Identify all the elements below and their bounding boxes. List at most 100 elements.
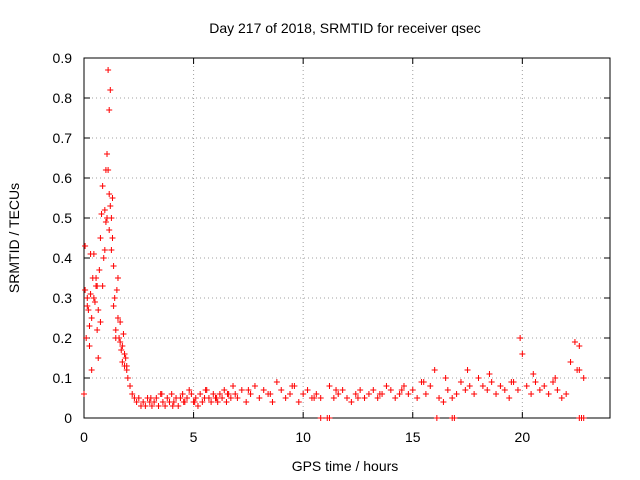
data-point [194, 403, 201, 409]
data-point [571, 339, 578, 345]
data-point [91, 299, 98, 305]
data-point [497, 383, 504, 389]
data-point [449, 395, 456, 401]
data-point [326, 383, 333, 389]
data-point [313, 391, 320, 397]
data-point [104, 215, 111, 221]
data-point [414, 395, 421, 401]
data-point [219, 395, 226, 401]
data-point [230, 383, 237, 389]
data-point [344, 395, 350, 401]
data-point [409, 387, 416, 393]
data-point [488, 379, 495, 385]
data-point [387, 387, 394, 393]
y-tick-label: 0.9 [53, 50, 73, 66]
data-point [471, 391, 478, 397]
data-point [82, 243, 89, 249]
data-point [109, 195, 116, 201]
data-point [528, 391, 535, 397]
data-point [164, 395, 171, 401]
data-point [576, 343, 583, 349]
data-point [221, 387, 228, 393]
data-point [517, 335, 524, 341]
data-point [514, 387, 521, 393]
data-point [213, 395, 220, 401]
y-tick-label: 0.4 [53, 250, 73, 266]
data-point [123, 363, 130, 369]
data-point [243, 399, 250, 405]
data-point [224, 391, 231, 397]
data-point [563, 391, 570, 397]
data-point [269, 399, 276, 405]
data-point [545, 391, 552, 397]
data-point [304, 387, 311, 393]
data-point [400, 383, 407, 389]
plot-frame [83, 57, 611, 419]
data-point [153, 395, 160, 401]
data-point [147, 395, 154, 401]
data-point [110, 263, 117, 269]
x-tick-label: 10 [295, 429, 311, 445]
y-tick-label: 0.2 [53, 330, 73, 346]
data-point [109, 235, 116, 241]
data-point [278, 387, 285, 393]
data-point [124, 375, 131, 381]
data-point [214, 399, 221, 405]
data-point [267, 391, 274, 397]
data-point [102, 219, 109, 225]
data-point [148, 403, 155, 409]
data-point [107, 87, 114, 93]
data-point [184, 395, 191, 401]
data-point [102, 167, 109, 173]
data-point [574, 367, 581, 373]
data-point [396, 391, 403, 397]
y-tick-label: 0.7 [53, 130, 73, 146]
data-point [287, 391, 294, 397]
data-point [192, 395, 199, 401]
y-tick-label: 0 [64, 410, 72, 426]
data-point [354, 395, 361, 401]
data-point [104, 151, 111, 157]
data-point [552, 375, 559, 381]
data-point [444, 387, 451, 393]
data-points [81, 67, 587, 421]
data-point [554, 387, 561, 393]
data-point [86, 323, 93, 329]
data-point [208, 399, 215, 405]
data-point [282, 395, 289, 401]
data-point [180, 399, 187, 405]
data-point [191, 399, 198, 405]
data-point [155, 403, 162, 409]
data-point [300, 391, 307, 397]
data-point [162, 403, 169, 409]
data-point [580, 415, 587, 421]
data-point [108, 247, 115, 253]
data-point [142, 403, 149, 409]
data-point [486, 371, 493, 377]
data-point [484, 387, 491, 393]
data-point [501, 387, 508, 393]
data-point [99, 183, 106, 189]
data-point [475, 375, 482, 381]
y-tick-label: 0.5 [53, 210, 73, 226]
data-point [117, 319, 124, 325]
data-point [466, 383, 473, 389]
data-point [335, 391, 342, 397]
data-point [95, 307, 102, 313]
data-point [506, 395, 513, 401]
data-point [88, 367, 95, 373]
data-point [260, 387, 267, 393]
x-tick-label: 15 [405, 429, 421, 445]
data-point [122, 355, 129, 361]
data-point [113, 287, 120, 293]
x-tick-label: 5 [190, 429, 198, 445]
data-point [348, 399, 355, 405]
data-point [83, 335, 90, 341]
data-point [216, 391, 223, 397]
data-point [205, 395, 212, 401]
data-point [87, 251, 94, 257]
data-point [567, 359, 574, 365]
data-point [151, 399, 158, 405]
data-point [170, 399, 177, 405]
